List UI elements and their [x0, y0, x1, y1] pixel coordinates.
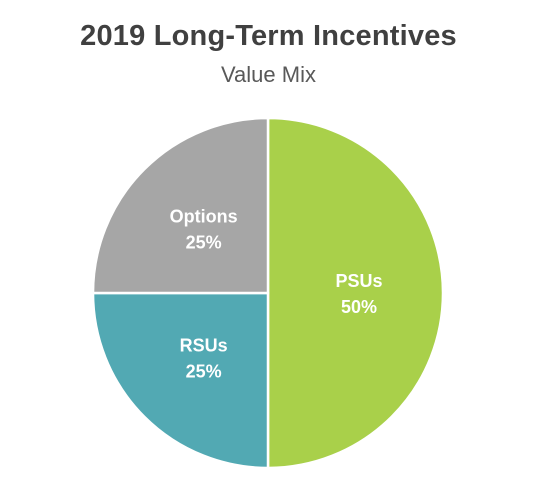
pie-label-value: 25% — [186, 233, 222, 253]
pie-label-options: Options 25% — [170, 207, 238, 253]
pie-label-rsus: RSUs 25% — [180, 335, 228, 381]
chart-title: 2019 Long-Term Incentives — [80, 20, 457, 52]
pie-slice-options — [91, 116, 270, 295]
pie-label-value: 50% — [341, 297, 377, 317]
chart-subtitle: Value Mix — [221, 62, 316, 87]
pie-label-value: 25% — [186, 361, 222, 381]
pie-slice-rsus — [91, 291, 270, 470]
pie-slice-psus — [266, 116, 445, 470]
pie-label-name: Options — [170, 207, 238, 227]
pie-label-name: RSUs — [180, 335, 228, 355]
pie-label-name: PSUs — [335, 271, 382, 291]
pie-label-psus: PSUs 50% — [335, 271, 382, 317]
